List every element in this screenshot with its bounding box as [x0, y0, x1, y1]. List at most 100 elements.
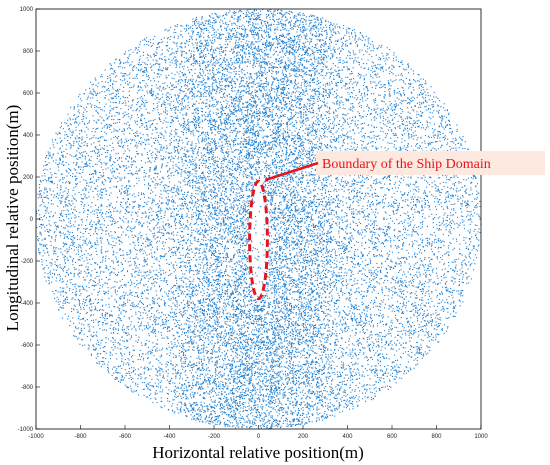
scatter-point — [282, 395, 283, 396]
scatter-point — [382, 140, 383, 141]
scatter-point — [339, 358, 340, 359]
scatter-point — [252, 54, 253, 55]
scatter-point — [173, 167, 174, 168]
scatter-point — [297, 88, 298, 89]
scatter-point — [127, 97, 128, 98]
scatter-point — [318, 314, 319, 315]
scatter-point — [448, 271, 449, 272]
scatter-point — [267, 56, 268, 57]
scatter-point — [150, 242, 151, 243]
scatter-point — [285, 309, 286, 310]
scatter-point — [250, 19, 251, 20]
scatter-point — [313, 139, 314, 140]
scatter-point — [306, 205, 307, 206]
scatter-point — [228, 257, 229, 258]
scatter-point — [218, 395, 219, 396]
scatter-point — [363, 326, 364, 327]
scatter-point — [258, 394, 259, 395]
scatter-point — [178, 106, 179, 107]
scatter-point — [277, 91, 278, 92]
scatter-point — [431, 214, 432, 215]
scatter-point — [198, 224, 199, 225]
scatter-point — [260, 268, 261, 269]
scatter-point — [356, 298, 357, 299]
scatter-point — [299, 59, 300, 60]
scatter-point — [402, 223, 403, 224]
scatter-point — [458, 199, 459, 200]
scatter-point — [209, 181, 210, 182]
scatter-point — [319, 337, 320, 338]
scatter-point — [230, 120, 231, 121]
scatter-point — [235, 309, 236, 310]
scatter-point — [272, 88, 273, 89]
scatter-point — [303, 348, 304, 349]
scatter-point — [347, 219, 348, 220]
scatter-point — [249, 167, 250, 168]
scatter-point — [222, 411, 223, 412]
scatter-point — [293, 383, 294, 384]
scatter-point — [329, 125, 330, 126]
scatter-point — [369, 108, 370, 109]
scatter-point — [102, 309, 103, 310]
scatter-point — [139, 127, 140, 128]
scatter-point — [254, 388, 255, 389]
scatter-point — [91, 254, 92, 255]
scatter-point — [309, 268, 310, 269]
scatter-point — [169, 103, 170, 104]
scatter-point — [413, 227, 414, 228]
scatter-point — [166, 320, 167, 321]
scatter-point — [70, 123, 71, 124]
scatter-point — [450, 149, 451, 150]
scatter-point — [452, 290, 453, 291]
scatter-point — [167, 376, 168, 377]
scatter-point — [335, 223, 336, 224]
scatter-point — [361, 107, 362, 108]
scatter-point — [237, 205, 238, 206]
scatter-point — [210, 195, 211, 196]
scatter-point — [313, 248, 314, 249]
scatter-point — [124, 123, 125, 124]
scatter-point — [148, 45, 149, 46]
scatter-point — [216, 114, 217, 115]
scatter-point — [100, 309, 101, 310]
scatter-point — [376, 263, 377, 264]
scatter-point — [58, 170, 59, 171]
scatter-point — [363, 111, 364, 112]
scatter-point — [174, 344, 175, 345]
scatter-point — [400, 215, 401, 216]
scatter-point — [217, 207, 218, 208]
scatter-point — [268, 142, 269, 143]
scatter-point — [146, 204, 147, 205]
scatter-point — [48, 220, 49, 221]
scatter-point — [293, 407, 294, 408]
scatter-point — [393, 212, 394, 213]
scatter-point — [368, 110, 369, 111]
scatter-point — [230, 326, 231, 327]
scatter-point — [60, 267, 61, 268]
scatter-point — [215, 157, 216, 158]
scatter-point — [291, 358, 292, 359]
scatter-point — [399, 343, 400, 344]
scatter-point — [260, 390, 261, 391]
scatter-point — [113, 245, 114, 246]
scatter-point — [183, 392, 184, 393]
scatter-point — [203, 244, 204, 245]
scatter-point — [244, 346, 245, 347]
scatter-point — [218, 190, 219, 191]
scatter-point — [176, 81, 177, 82]
scatter-point — [455, 267, 456, 268]
scatter-point — [283, 275, 284, 276]
scatter-point — [231, 280, 232, 281]
scatter-point — [402, 326, 403, 327]
scatter-point — [453, 306, 454, 307]
scatter-point — [168, 92, 169, 93]
scatter-point — [250, 108, 251, 109]
scatter-point — [346, 29, 347, 30]
scatter-point — [272, 45, 273, 46]
scatter-point — [147, 152, 148, 153]
scatter-point — [297, 163, 298, 164]
scatter-point — [218, 48, 219, 49]
scatter-point — [171, 96, 172, 97]
scatter-point — [264, 378, 265, 379]
scatter-point — [431, 317, 432, 318]
